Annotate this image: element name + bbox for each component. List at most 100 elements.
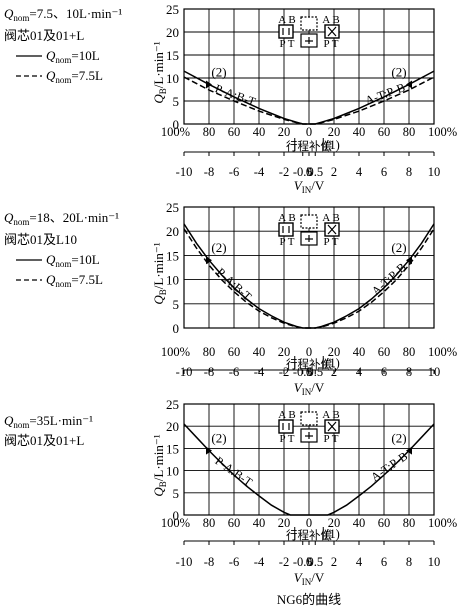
percent-tick-label: 40 xyxy=(253,125,266,139)
legend-item-label: Qnom=10L xyxy=(46,48,100,65)
y-tick-label: 20 xyxy=(166,419,179,434)
valve-arrow xyxy=(327,421,337,432)
x-tick-label: 0.5 xyxy=(307,165,323,179)
valve-box xyxy=(278,24,294,39)
annotation-1: (1) xyxy=(325,356,340,370)
percent-tick-label: 60 xyxy=(228,345,241,359)
valve-box xyxy=(278,222,294,237)
chart-panel-1: Qnom=7.5、10L·min⁻¹ 阀芯01及01+L Qnom=10L Qnom=… xyxy=(4,2,457,195)
y-tick-label: 25 xyxy=(166,397,179,412)
y-tick-label: 15 xyxy=(166,248,179,263)
arrow-marker xyxy=(406,446,412,455)
grid xyxy=(183,8,435,125)
percent-tick-label: 100% xyxy=(428,125,457,139)
percent-tick-label: 80 xyxy=(203,345,216,359)
x-tick-label: -6 xyxy=(229,365,239,379)
annotation-1: (1) xyxy=(325,527,340,541)
valve-symbol-icon: A B A B P T P T xyxy=(278,212,339,248)
percent-tick-label: 100% xyxy=(161,516,190,530)
x-tick-label: 2 xyxy=(331,165,337,179)
percent-tick-label: 80 xyxy=(403,125,416,139)
percent-tick-label: 40 xyxy=(353,345,366,359)
x-axis-label: VIN/V xyxy=(294,178,325,195)
y-tick-label: 15 xyxy=(166,48,179,63)
annotation-2: (2) xyxy=(391,240,406,255)
arrow-marker xyxy=(206,446,212,455)
annotation-2: (2) xyxy=(391,431,406,446)
annotation-2: (2) xyxy=(211,431,226,446)
x-tick-label: 2 xyxy=(331,365,337,379)
y-axis-label: QB/L·min⁻¹ xyxy=(151,434,168,496)
x-tick-label: 0.5 xyxy=(307,555,323,569)
x-tick-label: -0.5 xyxy=(293,555,313,569)
y-tick-label: 15 xyxy=(166,441,179,456)
x-tick-label: -2 xyxy=(279,555,289,569)
x-tick-label: -8 xyxy=(204,365,214,379)
percent-tick-label: 100% xyxy=(161,125,190,139)
legend-title-line: Qnom=7.5、10L·min⁻¹ xyxy=(4,6,122,23)
percent-tick-label: 80 xyxy=(203,516,216,530)
curve-label-atp: A-T:P-B xyxy=(368,449,410,484)
y-tick-label: 5 xyxy=(173,297,180,312)
percent-tick-label: 0 xyxy=(306,516,312,530)
percent-tick-label: 100% xyxy=(428,345,457,359)
stroke-compensation-label: 行程补偿 xyxy=(286,528,332,542)
x-tick-label: 8 xyxy=(406,165,412,179)
stroke-compensation: 行程补偿(1) xyxy=(286,527,340,542)
x-tick-label: -2 xyxy=(279,165,289,179)
x-tick-label: -8 xyxy=(204,555,214,569)
valve-port-labels: A B xyxy=(278,212,295,224)
percent-tick-label: 20 xyxy=(328,516,341,530)
x-tick-label: 0 xyxy=(306,365,312,379)
x-tick-label: 0 xyxy=(306,165,312,179)
percent-tick-label: 80 xyxy=(403,345,416,359)
arrow-marker xyxy=(206,80,212,89)
x-tick-label: -0.5 xyxy=(293,365,313,379)
y-tick-label: 10 xyxy=(166,464,179,479)
percent-tick-label: 0 xyxy=(306,125,312,139)
percent-tick-label: 20 xyxy=(328,345,341,359)
valve-symbol-icon: A B A B P T P T xyxy=(278,409,339,445)
valve-box xyxy=(300,16,318,31)
x-tick-label: -4 xyxy=(254,365,265,379)
arrow-marker xyxy=(206,256,212,265)
y-tick-label: 5 xyxy=(173,486,180,501)
chart-panel-2: Qnom=18、20L·min⁻¹ 阀芯01及L10 Qnom=10L Qnom=7.… xyxy=(4,200,457,397)
legend: Qnom=7.5、10L·min⁻¹ 阀芯01及01+L Qnom=10L Qnom=… xyxy=(4,6,122,85)
y-tick-label: 0 xyxy=(173,321,180,336)
percent-tick-label: 60 xyxy=(228,516,241,530)
figure-caption: NG6的曲线 xyxy=(277,592,341,607)
x-tick-label: 8 xyxy=(406,365,412,379)
percent-tick-label: 40 xyxy=(253,345,266,359)
x-tick-label: 4 xyxy=(356,165,363,179)
valve-port-labels: P T xyxy=(280,433,295,445)
y-axis-label: QB/L·min⁻¹ xyxy=(151,41,168,103)
percent-tick-label: 80 xyxy=(203,125,216,139)
legend-title-line: 阀芯01及L10 xyxy=(4,232,77,247)
x-tick-label: -8 xyxy=(204,165,214,179)
curve-label-atp: A-T:P-B xyxy=(363,80,407,107)
valve-port-labels: P T xyxy=(324,38,339,50)
percent-tick-label: 40 xyxy=(353,516,366,530)
legend-item-label: Qnom=10L xyxy=(46,252,100,269)
annotation-2: (2) xyxy=(391,64,406,79)
curve-label-pab: P-A:B-T xyxy=(213,81,258,109)
y-tick-label: 20 xyxy=(166,25,179,40)
arrow-marker xyxy=(406,80,412,89)
voltage-axis: -10 -8 -6 -4 -2 -0.500.5 2 4 6 8 10 VIN/V xyxy=(176,540,440,587)
percent-tick-label: 20 xyxy=(278,345,291,359)
series-line-dashed xyxy=(183,76,435,125)
valve-box xyxy=(300,411,318,426)
series-line-dashed xyxy=(183,228,435,329)
percent-tick-label: 40 xyxy=(253,516,266,530)
valve-arrow xyxy=(327,224,337,235)
percent-tick-label: 60 xyxy=(378,125,391,139)
valve-port-labels: A B xyxy=(278,409,295,421)
y-tick-label: 10 xyxy=(166,71,179,86)
x-tick-label: 4 xyxy=(356,365,363,379)
valve-port-labels: P T xyxy=(280,236,295,248)
valve-box xyxy=(278,419,294,434)
valve-port-labels: A B xyxy=(322,14,339,26)
voltage-axis: -10 -8 -6 -4 -2 -0.500.5 2 4 6 8 10 VIN/V xyxy=(176,151,440,195)
